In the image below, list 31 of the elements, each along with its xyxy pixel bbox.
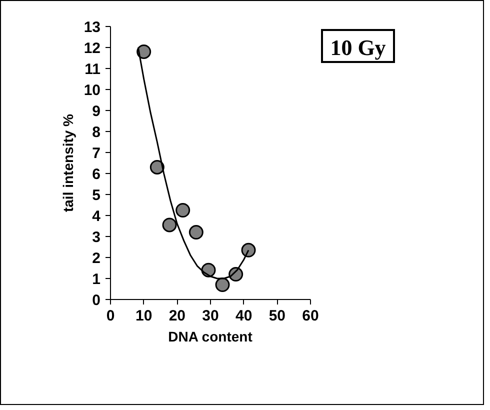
y-tick-label: 8 <box>92 124 100 141</box>
y-tick-label: 7 <box>92 145 100 162</box>
point <box>188 225 204 240</box>
point <box>136 44 152 59</box>
point <box>215 278 230 292</box>
y-tick-label: 12 <box>84 40 101 57</box>
x-tick-label: 50 <box>268 308 286 324</box>
y-tick-label: 2 <box>92 250 100 267</box>
x-tick-label: 0 <box>106 308 115 324</box>
x-tick-label: 40 <box>235 308 252 324</box>
y-tick-label: 6 <box>92 166 100 183</box>
point <box>176 203 190 218</box>
y-tick-label: 0 <box>92 292 100 309</box>
y-tick-label: 3 <box>92 229 100 246</box>
x-tick-label: 10 <box>135 308 152 324</box>
y-tick-label: 5 <box>92 187 100 204</box>
y-tick-label: 4 <box>92 208 102 225</box>
x-tick-label: 30 <box>202 308 219 324</box>
point <box>162 218 177 232</box>
y-tick-label: 10 <box>84 82 101 99</box>
x-tick-label: 60 <box>302 308 319 324</box>
y-axis-title: tail intensity % <box>60 113 76 212</box>
y-tick-label: 13 <box>84 19 101 36</box>
point <box>150 160 164 174</box>
text: 10 Gy <box>330 34 386 62</box>
x-axis-title: DNA content <box>168 328 253 344</box>
y-tick-label: 9 <box>92 103 100 120</box>
y-tick-label: 11 <box>84 61 100 78</box>
y-tick-label: 1 <box>92 271 100 288</box>
x-tick-label: 20 <box>168 308 186 324</box>
point <box>241 242 256 258</box>
